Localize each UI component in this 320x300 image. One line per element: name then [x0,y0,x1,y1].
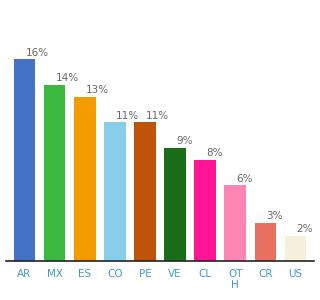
Text: 13%: 13% [86,85,109,95]
Text: 6%: 6% [236,173,253,184]
Text: 2%: 2% [297,224,313,234]
Bar [255,223,276,261]
Text: 8%: 8% [206,148,223,158]
Text: 3%: 3% [267,211,283,221]
Bar [14,59,35,261]
Bar [74,97,96,261]
Bar [104,122,126,261]
Bar [194,160,216,261]
Bar [44,85,65,261]
Text: 14%: 14% [56,73,79,83]
Bar [224,185,246,261]
Bar [164,148,186,261]
Bar [134,122,156,261]
Text: 11%: 11% [146,110,169,121]
Bar [285,236,306,261]
Text: 11%: 11% [116,110,139,121]
Text: 16%: 16% [26,47,49,58]
Text: 9%: 9% [176,136,193,146]
